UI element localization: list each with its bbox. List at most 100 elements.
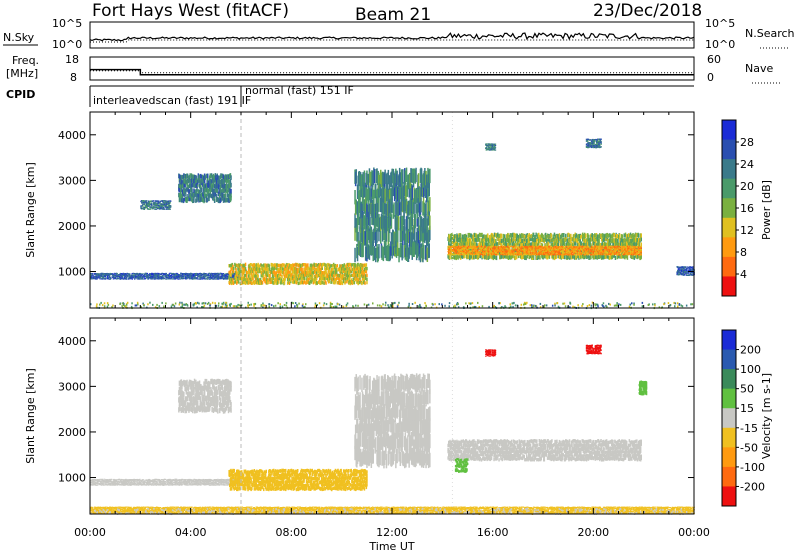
power-echo-cell [452,245,454,248]
power-echo-cell [168,273,171,275]
power-echo-cell [180,276,183,278]
power-echo-cell [502,253,504,256]
power-echo-cell [362,196,364,212]
power-echo-cell [420,168,423,183]
power-echo-cell [154,278,156,280]
power-echo-cell [162,278,164,280]
power-echo-cell [180,187,183,193]
power-echo-cell [168,200,170,202]
power-echo-cell [149,206,151,208]
power-echo-cell [178,183,180,189]
power-echo-cell [483,242,485,247]
station-title: Fort Hays West (fitACF) [92,1,289,21]
power-echo-cell [152,207,154,210]
power-echo-cell [108,276,111,278]
power-echo-cell [286,267,288,272]
power-echo-cell [193,188,195,193]
power-echo-cell [186,274,188,276]
power-echo-cell [500,247,503,250]
power-echo-cell [183,198,185,203]
power-echo-cell [152,200,155,202]
power-echo-cell [190,183,192,188]
power-echo-cell [171,277,173,279]
power-echo-cell [638,233,640,238]
power-echo-cell [229,281,231,285]
power-echo-cell [500,250,502,253]
power-echo-cell [495,245,497,248]
power-echo-cell [504,234,506,239]
power-echo-cell [614,255,617,260]
power-echo-cell [422,244,425,260]
power-echo-cell [429,215,431,230]
power-echo-cell [452,250,454,253]
power-echo-cell [301,267,303,271]
power-echo-cell [188,189,191,194]
power-echo-cell [90,278,92,280]
power-echo-cell [384,188,386,204]
power-echo-cell [107,273,110,275]
power-echo-cell [640,233,642,238]
power-echo-cell [515,255,518,260]
power-echo-cell [169,208,171,210]
freq-label-line2: [MHz] [6,67,38,80]
power-echo-cell [203,272,205,274]
power-echo-cell [221,277,223,279]
power-echo-cell [415,167,417,183]
power-echo-cell [118,276,121,278]
power-echo-cell [232,278,234,282]
power-echo-cell [495,247,498,249]
power-echo-cell [476,249,479,251]
power-echo-cell [210,275,213,277]
power-echo-cell [214,275,217,277]
power-echo-cell [397,216,400,231]
power-echo-cell [218,175,220,181]
power-echo-cell [188,183,191,188]
power-echo-cell [132,272,135,274]
power-echo-cell [220,278,223,280]
power-echo-cell [562,254,564,259]
power-echo-cell [217,175,219,180]
power-echo-cell [449,255,451,260]
power-echo-cell [364,182,366,198]
power-echo-cell [282,277,284,282]
power-echo-cell [213,198,216,203]
power-echo-cell [166,205,168,207]
power-echo-cell [200,276,203,278]
power-echo-cell [307,263,309,267]
power-echo-cell [139,272,141,274]
power-echo-cell [497,247,500,250]
power-echo-cell [417,216,420,232]
power-echo-cell [626,255,629,260]
power-echo-cell [216,275,218,277]
power-echo-cell [125,276,128,278]
power-echo-cell [429,197,431,212]
power-echo-cell [152,205,154,207]
power-echo-cell [190,177,193,183]
power-echo-cell [463,249,466,251]
power-echo-cell [587,241,589,246]
power-echo-cell [234,280,237,284]
power-echo-cell [471,246,473,248]
power-echo-cell [162,201,164,204]
power-echo-cell [209,178,211,184]
power-echo-cell [156,202,158,204]
power-echo-cell [155,277,157,279]
noise-panel-frame [89,21,695,49]
power-echo-cell [224,275,227,277]
power-echo-cell [102,277,105,279]
power-echo-cell [563,241,566,246]
power-echo-cell [129,273,131,275]
power-echo-cell [159,203,161,205]
power-echo-cell [220,196,223,201]
power-echo-cell [208,196,210,201]
power-echo-cell [349,274,351,279]
power-echo-cell [141,204,144,207]
power-echo-cell [193,276,195,278]
power-echo-cell [142,273,144,275]
power-echo-cell [207,276,209,278]
power-echo-cell [362,242,364,258]
power-echo-cell [149,202,151,204]
power-echo-cell [205,276,207,278]
power-echo-cell [588,255,590,260]
power-echo-cell [150,205,152,207]
